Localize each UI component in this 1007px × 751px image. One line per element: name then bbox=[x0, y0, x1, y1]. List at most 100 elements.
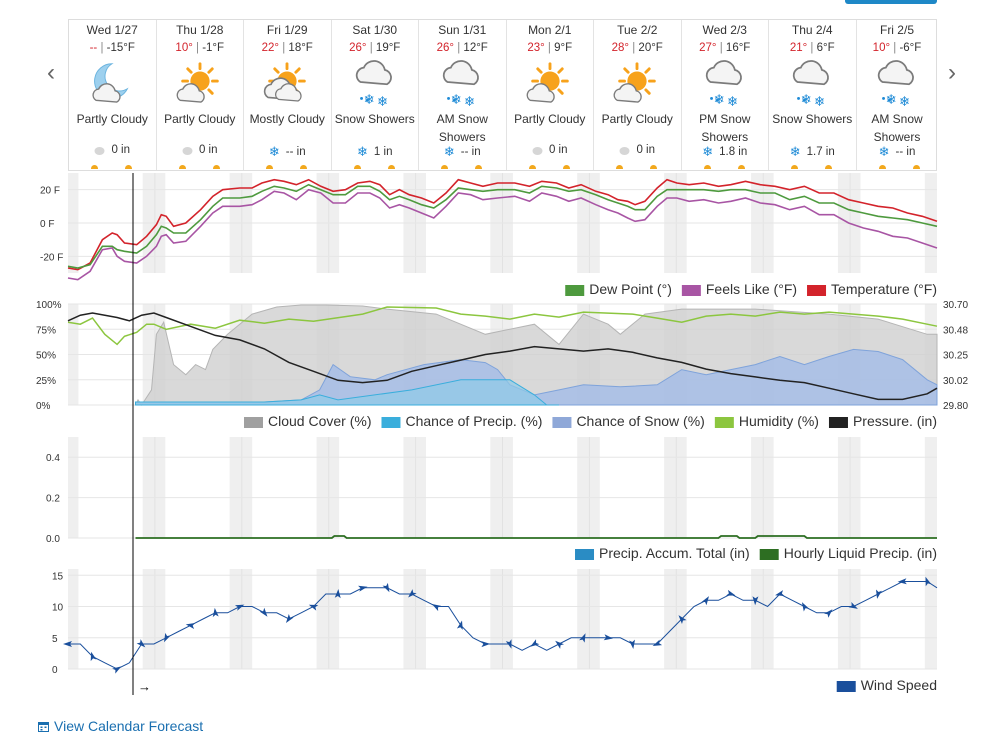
legend-label: Wind Speed bbox=[861, 677, 937, 693]
sunrise-sunset-markers bbox=[769, 163, 856, 171]
sunrise-sunset-markers bbox=[332, 163, 419, 171]
series-line bbox=[67, 183, 938, 269]
sunrise-icon bbox=[441, 165, 448, 169]
wind-arrow-icon bbox=[481, 641, 491, 648]
sunset-icon bbox=[300, 165, 307, 169]
forecast-day-1[interactable]: Wed 1/27 -- | -15°F Partly Cloudy 0 in bbox=[69, 20, 157, 170]
forecast-day-4[interactable]: Sat 1/30 26° | 19°F ❄ ❄ Snow Showers ❄ 1 in bbox=[332, 20, 419, 171]
night-band bbox=[763, 437, 774, 538]
day-name: Sat 1/30 bbox=[352, 23, 398, 37]
precip-value: -- in bbox=[460, 146, 481, 158]
forecast-day-7[interactable]: Tue 2/2 28° | 20°F Partly Cloudy 0 in bbox=[594, 20, 682, 170]
wind-arrow-icon bbox=[63, 641, 72, 647]
wind-arrow-icon bbox=[824, 609, 833, 618]
wind-arrow-icon bbox=[775, 590, 785, 596]
sunrise-sunset-markers bbox=[244, 163, 331, 171]
forecast-day-2[interactable]: Thu 1/28 10° | -1°F Partly Cloudy 0 in bbox=[157, 20, 244, 170]
night-band bbox=[490, 569, 503, 669]
day-name: Fri 2/5 bbox=[879, 23, 914, 37]
y-tick-label: -20 F bbox=[40, 252, 63, 263]
wind-direction-marker bbox=[334, 589, 341, 599]
view-calendar-forecast-link[interactable]: View Calendar Forecast bbox=[38, 718, 203, 734]
top-tab-accent[interactable] bbox=[845, 0, 937, 4]
sunrise-icon bbox=[791, 165, 798, 169]
night-band bbox=[751, 173, 764, 273]
high-temp: 10° bbox=[872, 42, 891, 54]
y-tick-label: 75% bbox=[36, 325, 56, 336]
night-band bbox=[68, 173, 79, 273]
forecast-day-6[interactable]: Mon 2/1 23° | 9°F Partly Cloudy 0 in bbox=[507, 20, 594, 170]
day-temps: 22° | 18°F bbox=[261, 42, 313, 54]
night-band bbox=[577, 437, 590, 538]
day-name: Mon 2/1 bbox=[528, 23, 572, 37]
precip-amount: ❄ -- in bbox=[419, 144, 506, 160]
wind-direction-marker bbox=[408, 589, 417, 598]
sunset-icon bbox=[562, 165, 570, 169]
night-band bbox=[241, 569, 253, 669]
precip-value: 0 in bbox=[198, 144, 218, 156]
y-tick-label: 0.0 bbox=[46, 534, 60, 545]
y-tick-label-right: 29.80 bbox=[943, 401, 968, 412]
forecast-day-3[interactable]: Fri 1/29 22° | 18°F Mostly Cloudy ❄ -- in bbox=[244, 20, 332, 170]
plot-area-2 bbox=[68, 304, 937, 405]
night-band bbox=[241, 173, 253, 273]
wind-arrow-icon bbox=[678, 615, 687, 624]
wind-direction-marker bbox=[701, 596, 709, 606]
day-temps: 21° | 6°F bbox=[789, 42, 835, 54]
mostly-cloudy-icon bbox=[264, 62, 306, 102]
prev-days-arrow-icon[interactable]: ‹ bbox=[47, 59, 55, 86]
wind-arrow-icon bbox=[897, 578, 907, 585]
forecast-day-9[interactable]: Thu 2/4 21° | 6°F ❄ ❄ Snow Showers ❄ 1.7 in bbox=[769, 20, 857, 170]
night-band bbox=[763, 569, 774, 669]
next-days-arrow-icon[interactable]: › bbox=[948, 59, 956, 86]
wind-direction-marker bbox=[775, 590, 785, 596]
night-band bbox=[850, 437, 861, 538]
forecast-day-10[interactable]: Fri 2/5 10° | -6°F ❄ ❄ AM Snow Showers ❄ -- in bbox=[857, 20, 938, 170]
sunset-icon bbox=[825, 165, 832, 169]
condition-text: Partly Cloudy bbox=[601, 112, 673, 126]
wind-arrow-icon bbox=[629, 639, 636, 649]
night-band bbox=[850, 569, 861, 669]
y-tick-label: 50% bbox=[36, 351, 56, 362]
y-tick-label-right: 30.48 bbox=[943, 325, 968, 336]
night-band bbox=[837, 173, 851, 273]
night-band bbox=[664, 437, 677, 538]
night-band bbox=[490, 437, 503, 538]
legend-label: Precip. Accum. Total (in) bbox=[599, 545, 750, 561]
precip-amount: ❄ 1.7 in bbox=[769, 144, 856, 160]
snowflake-icon: ❄ bbox=[789, 144, 801, 159]
plot-area-3 bbox=[68, 437, 937, 538]
condition-text: Partly Cloudy bbox=[514, 112, 586, 126]
sunrise-sunset-markers bbox=[69, 163, 156, 171]
day-temps: 23° | 9°F bbox=[527, 42, 573, 54]
night-band bbox=[490, 173, 503, 273]
wind-arrow-icon bbox=[801, 602, 809, 612]
night-band bbox=[589, 437, 600, 538]
legend-swatch bbox=[381, 417, 401, 428]
day-name: Fri 1/29 bbox=[266, 23, 308, 37]
high-temp: 10° bbox=[175, 42, 193, 54]
forecast-day-5[interactable]: Sun 1/31 26° | 12°F ❄ ❄ AM Snow Showers ❄ -- i… bbox=[419, 20, 507, 170]
night-band bbox=[751, 304, 764, 405]
legend-swatch bbox=[244, 417, 263, 428]
forecast-day-8[interactable]: Wed 2/3 27° | 16°F ❄ ❄ PM Snow Showers ❄ 1.8 i… bbox=[682, 20, 769, 171]
night-band bbox=[763, 304, 774, 405]
wind-direction-marker bbox=[431, 604, 442, 612]
day-name: Thu 1/28 bbox=[176, 23, 224, 37]
wind-arrow-icon bbox=[530, 639, 540, 647]
legend-swatch bbox=[565, 285, 585, 296]
high-temp: 27° bbox=[699, 42, 717, 54]
plot-area-4 bbox=[68, 569, 937, 669]
legend-swatch bbox=[552, 417, 572, 428]
svg-text:❄: ❄ bbox=[814, 94, 825, 108]
precip-amount: 0 in bbox=[507, 144, 594, 156]
night-band bbox=[142, 173, 155, 273]
night-band bbox=[154, 304, 166, 405]
sunrise-sunset-markers bbox=[682, 163, 769, 171]
daily-forecast-row: Wed 1/27 -- | -15°F Partly Cloudy 0 in Thu 1… bbox=[68, 19, 937, 171]
high-temp: -- bbox=[89, 42, 98, 54]
snow-icon: ❄ ❄ bbox=[355, 60, 392, 108]
series-line bbox=[68, 581, 938, 670]
sunset-icon bbox=[125, 165, 132, 169]
plot-area-1 bbox=[68, 173, 937, 273]
